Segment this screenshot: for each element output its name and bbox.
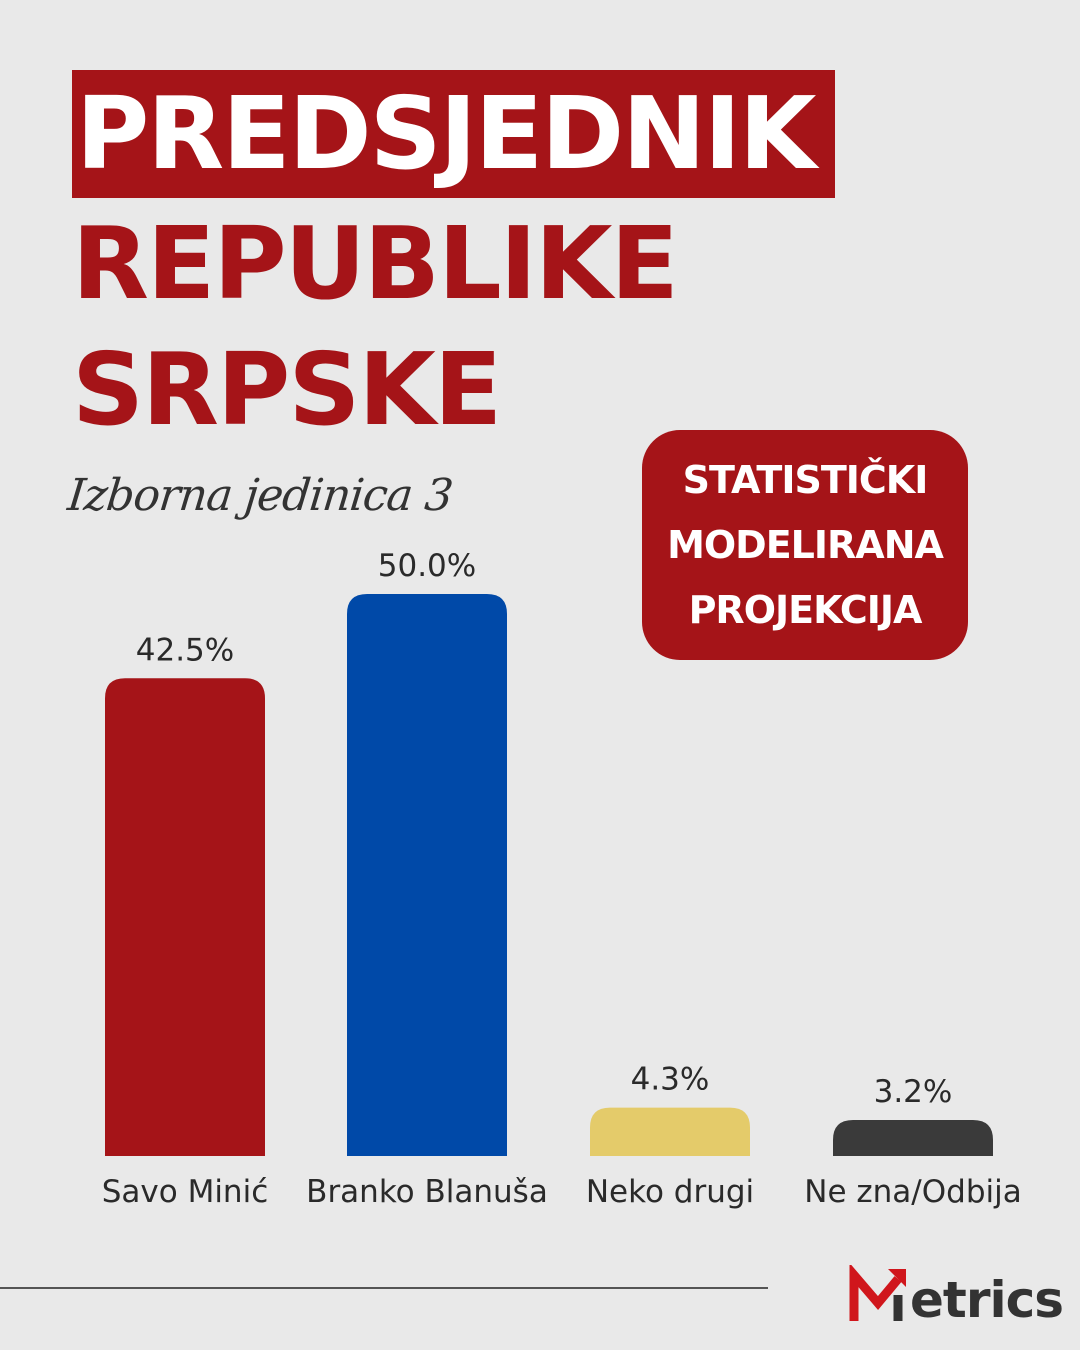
metrics-logo: etrics [848, 1255, 1064, 1329]
value-label-2: 4.3% [631, 1062, 710, 1098]
category-label-1: Branko Blanuša [306, 1174, 548, 1210]
category-label-2: Neko drugi [586, 1174, 754, 1210]
value-label-3: 3.2% [874, 1074, 953, 1110]
footer-divider [0, 1287, 768, 1289]
title-line-3: SRPSKE [72, 331, 502, 448]
badge-line-1: STATISTIČKI [682, 457, 929, 502]
logo-text: etrics [910, 1271, 1064, 1329]
title-line-1: PREDSJEDNIK [72, 70, 835, 198]
projection-badge: STATISTIČKI MODELIRANA PROJEKCIJA [642, 430, 968, 660]
value-label-1: 50.0% [378, 548, 476, 584]
bar-3 [833, 1120, 993, 1156]
badge-line-2: MODELIRANA [667, 522, 944, 567]
bar-2 [590, 1107, 750, 1156]
badge-line-3: PROJEKCIJA [688, 587, 923, 632]
category-label-3: Ne zna/Odbija [804, 1174, 1021, 1210]
value-label-0: 42.5% [136, 632, 234, 668]
bar-1 [347, 594, 507, 1156]
bar-0 [105, 678, 265, 1156]
metrics-m-arrow-icon [849, 1265, 906, 1321]
category-label-0: Savo Minić [102, 1174, 269, 1210]
title-line-2: REPUBLIKE [72, 205, 679, 322]
